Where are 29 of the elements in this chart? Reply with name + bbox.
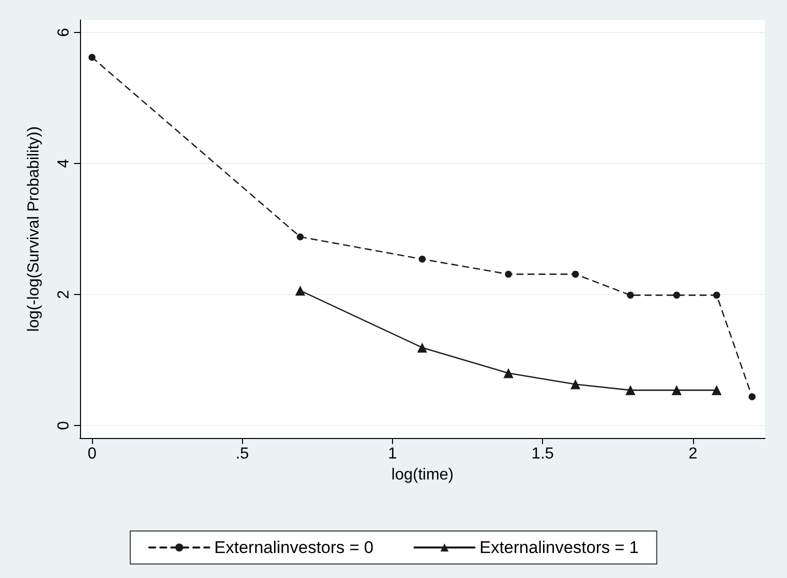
point — [504, 270, 512, 278]
point — [296, 233, 304, 240]
point — [672, 385, 682, 396]
x-axis-title: log(time) — [391, 466, 454, 484]
y-tick-label: 0 — [56, 421, 72, 430]
x-tick-label: 0 — [88, 446, 97, 462]
point — [503, 368, 514, 378]
x-tick-label: .5 — [236, 446, 250, 462]
legend-label: Externalinvestors = 1 — [480, 538, 639, 557]
point — [626, 292, 634, 299]
y-tick-label: 2 — [56, 290, 72, 299]
x-tick-label: 1.5 — [532, 446, 554, 462]
x-tick-label: 2 — [688, 446, 698, 462]
point — [572, 270, 579, 278]
y-axis-title: log(-log(Survival Probability)) — [26, 126, 42, 332]
point — [748, 393, 756, 400]
point — [417, 342, 428, 353]
y-tick-label: 4 — [56, 158, 72, 168]
point — [88, 54, 96, 61]
point — [712, 385, 722, 396]
point — [625, 385, 636, 396]
point — [570, 379, 580, 390]
x-tick-label: 1 — [388, 446, 398, 462]
point — [673, 292, 680, 299]
point — [418, 256, 426, 263]
point — [713, 292, 720, 299]
point — [295, 286, 306, 296]
legend-label: Externalinvestors = 0 — [214, 538, 374, 557]
y-tick-label: 6 — [56, 28, 72, 37]
